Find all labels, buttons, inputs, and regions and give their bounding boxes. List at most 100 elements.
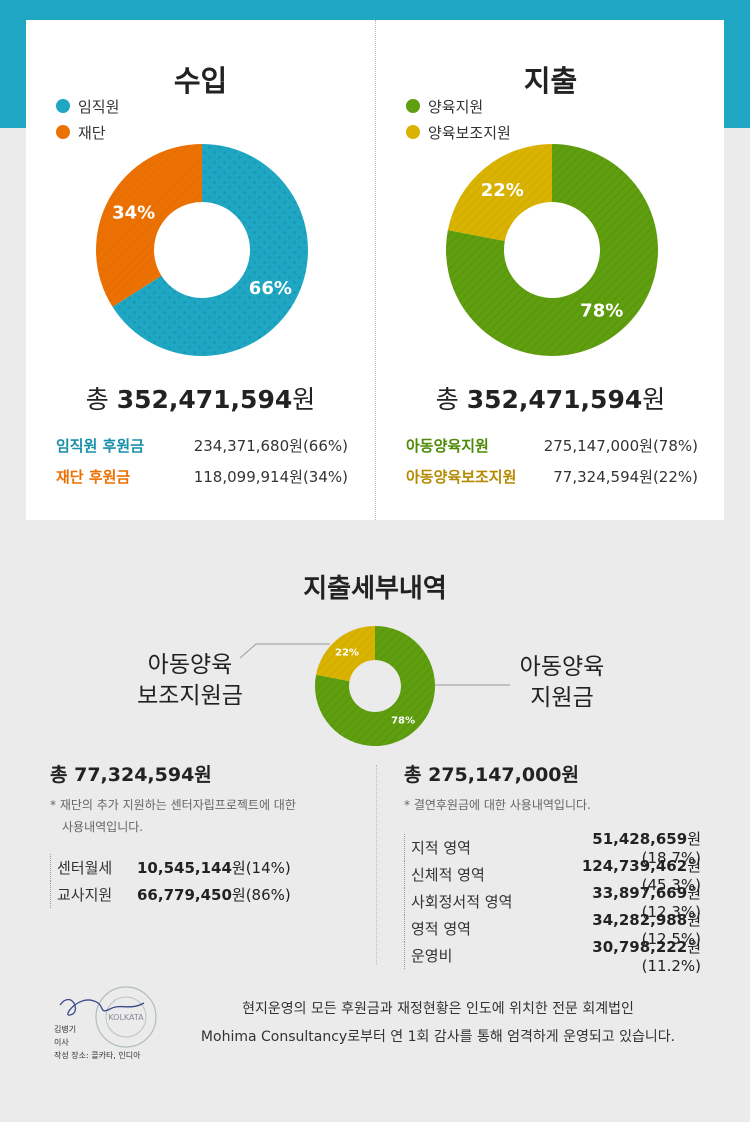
expense-panel: 지출 양육지원 양육보조지원 78% 22% 총 352,471,594원 아동양… <box>376 20 725 520</box>
row-rest: 원(18.7%) <box>641 830 701 867</box>
row-label: 신체적 영역 <box>411 866 485 884</box>
row-value: 34,282,988원(12.5%) <box>541 909 701 948</box>
callout-line: 아동양육 <box>519 654 605 680</box>
right-leader-line <box>420 684 510 686</box>
row-label: 아동양육보조지원 <box>406 468 517 486</box>
pie-slice-1 <box>447 144 552 242</box>
legend-dot-orange <box>56 125 70 139</box>
row-value: 275,147,000원(78%) <box>543 437 698 455</box>
row-value: 10,545,144원(14%) <box>137 857 291 878</box>
signer-role: 이사 <box>54 1038 69 1047</box>
pie-label-1: 22% <box>481 180 524 201</box>
row-amount: 10,545,144 <box>137 859 232 877</box>
row-label: 센터월세 <box>57 859 113 877</box>
note-line: * 결연후원금에 대한 사용내역입니다. <box>404 798 591 812</box>
income-rows: 임직원 후원금 234,371,680원(66%) 재단 후원금 118,099… <box>56 430 348 492</box>
card-divider <box>375 20 376 520</box>
expense-total: 총 352,471,594원 <box>376 380 725 416</box>
pie-label-1: 34% <box>112 203 155 224</box>
detail-donut-chart: 78% 22% <box>315 626 435 746</box>
total-suffix: 원 <box>642 385 666 414</box>
income-legend: 임직원 재단 <box>56 93 119 145</box>
table-row: 지적 영역 51,428,659원(18.7%) <box>404 830 704 867</box>
row-value: 77,324,594원(22%) <box>553 468 698 486</box>
income-total: 총 352,471,594원 <box>26 380 375 416</box>
row-rest: 원(86%) <box>231 886 291 904</box>
total-prefix: 총 <box>435 385 467 414</box>
pie-label-0: 66% <box>249 278 292 299</box>
row-amount: 66,779,450 <box>137 886 232 904</box>
legend-dot-teal <box>56 99 70 113</box>
row-amount: 34,282,988 <box>592 911 688 929</box>
aux-support-callout: 아동양육 보조지원금 <box>120 650 260 712</box>
expense-donut-chart: 78% 22% <box>446 144 658 356</box>
row-label: 사회정서적 영역 <box>411 893 513 911</box>
table-row: 교사지원 66,779,450원(86%) <box>50 881 360 908</box>
row-value: 234,371,680원(66%) <box>193 437 348 455</box>
row-rest: 원(12.3%) <box>641 884 701 921</box>
expense-title: 지출 <box>523 64 578 98</box>
legend-label: 재단 <box>78 123 106 142</box>
table-row: 영적 영역 34,282,988원(12.5%) <box>404 911 704 948</box>
table-row: 운영비 30,798,222원(11.2%) <box>404 938 704 975</box>
expense-row-support: 아동양육지원 275,147,000원(78%) <box>406 430 698 461</box>
income-row-foundation: 재단 후원금 118,099,914원(34%) <box>56 461 348 492</box>
audit-footer: KOLKATA 김병기 이사 작성 장소: 콜카타, 인디아 현지운영의 모든 … <box>48 985 708 1065</box>
expense-rows: 아동양육지원 275,147,000원(78%) 아동양육보조지원 77,324… <box>406 430 698 492</box>
callout-line: 지원금 <box>530 685 594 711</box>
row-value: 51,428,659원(18.7%) <box>541 828 701 867</box>
signer-name: 김병기 <box>54 1025 77 1034</box>
aux-support-total: 총 77,324,594원 <box>50 764 212 786</box>
pie-slice-0 <box>112 144 308 356</box>
row-value: 66,779,450원(86%) <box>137 884 291 905</box>
support-callout: 아동양육 지원금 <box>492 652 632 714</box>
row-rest: 원(12.5%) <box>641 911 701 948</box>
pie-slice-0 <box>315 626 435 746</box>
table-row: 센터월세 10,545,144원(14%) <box>50 854 360 881</box>
row-rest: 원(14%) <box>231 859 291 877</box>
note-line: * 재단의 추가 지원하는 센터자립프로젝트에 대한 <box>50 798 296 812</box>
row-label: 재단 후원금 <box>56 468 131 486</box>
row-label: 임직원 후원금 <box>56 437 145 455</box>
row-amount: 124,739,462 <box>581 857 688 875</box>
legend-item-foundation: 재단 <box>56 119 119 145</box>
row-value: 118,099,914원(34%) <box>193 468 348 486</box>
row-amount: 30,798,222 <box>592 938 688 956</box>
income-title: 수입 <box>173 64 228 98</box>
support-total: 총 275,147,000원 <box>404 764 579 786</box>
detail-title: 지출세부내역 <box>303 574 447 604</box>
pie-label-0: 78% <box>391 715 415 726</box>
total-suffix: 원 <box>292 385 316 414</box>
callout-line: 아동양육 <box>147 652 233 678</box>
row-amount: 51,428,659 <box>592 830 688 848</box>
expense-legend: 양육지원 양육보조지원 <box>406 93 511 145</box>
income-panel: 수입 임직원 재단 66% 34% 총 352,471,594원 임직원 후원금 … <box>26 20 375 520</box>
audit-statement: 현지운영의 모든 후원금과 재정현황은 인도에 위치한 전문 회계법인 Mohi… <box>168 995 708 1051</box>
aux-support-note: * 재단의 추가 지원하는 센터자립프로젝트에 대한 사용내역입니다. <box>50 794 360 838</box>
legend-item-employee: 임직원 <box>56 93 119 119</box>
audit-line: 현지운영의 모든 후원금과 재정현황은 인도에 위치한 전문 회계법인 <box>242 1001 634 1017</box>
income-donut-chart: 66% 34% <box>96 144 308 356</box>
table-row: 사회정서적 영역 33,897,669원(12.3%) <box>404 884 704 921</box>
signature-block: 김병기 이사 작성 장소: 콜카타, 인디아 <box>54 1023 140 1062</box>
pie-label-1: 22% <box>335 648 359 659</box>
row-value: 30,798,222원(11.2%) <box>541 936 701 975</box>
table-row: 신체적 영역 124,739,462원(45.3%) <box>404 857 704 894</box>
support-detail: 총 275,147,000원 * 결연후원금에 대한 사용내역입니다. 지적 영… <box>404 760 704 975</box>
legend-dot-yellow <box>406 125 420 139</box>
pie-slice-0 <box>446 144 658 356</box>
row-rest: 원(45.3%) <box>641 857 701 894</box>
legend-item-aux-support: 양육보조지원 <box>406 119 511 145</box>
total-value: 352,471,594 <box>466 385 643 414</box>
support-note: * 결연후원금에 대한 사용내역입니다. <box>404 794 704 816</box>
row-label: 지적 영역 <box>411 839 471 857</box>
expense-row-aux-support: 아동양육보조지원 77,324,594원(22%) <box>406 461 698 492</box>
legend-label: 양육지원 <box>428 97 484 116</box>
pie-label-0: 78% <box>580 300 623 321</box>
legend-item-support: 양육지원 <box>406 93 511 119</box>
row-rest: 원(11.2%) <box>641 938 701 975</box>
note-line: 사용내역입니다. <box>62 820 144 834</box>
row-label: 교사지원 <box>57 886 113 904</box>
row-label: 아동양육지원 <box>406 437 489 455</box>
row-amount: 33,897,669 <box>592 884 688 902</box>
